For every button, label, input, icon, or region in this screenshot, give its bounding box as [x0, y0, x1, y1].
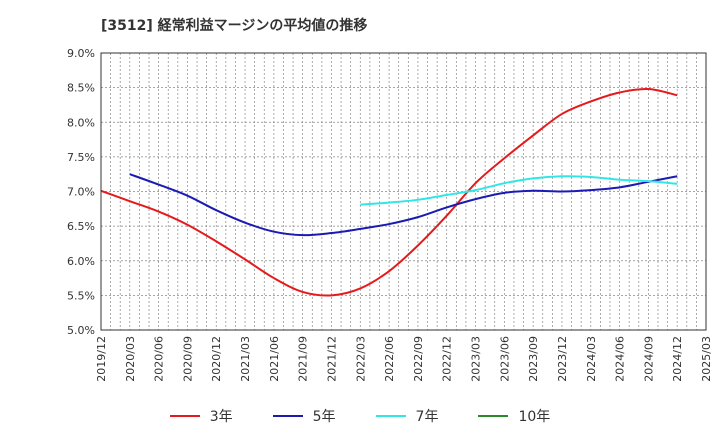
x-tick-label: 2021/03	[239, 336, 252, 382]
x-tick-label: 2022/12	[441, 336, 454, 382]
y-tick-label: 9.0%	[67, 47, 95, 60]
x-tick-label: 2020/03	[124, 336, 137, 382]
y-tick-label: 6.5%	[67, 220, 95, 233]
x-tick-label: 2020/06	[153, 336, 166, 382]
x-tick-label: 2022/03	[354, 336, 367, 382]
x-tick-label: 2020/09	[181, 336, 194, 382]
legend-label: 5年	[312, 409, 336, 425]
legend-swatch	[272, 415, 303, 417]
y-tick-label: 6.0%	[67, 255, 95, 268]
legend: 3年 5年 7年 10年	[0, 404, 720, 428]
y-tick-label: 5.5%	[67, 289, 95, 302]
y-tick-label: 8.0%	[67, 116, 95, 129]
x-tick-label: 2022/09	[412, 336, 425, 382]
series-line-3	[360, 175, 678, 206]
legend-item-4: 10年	[478, 406, 550, 426]
y-tick-label: 8.5%	[67, 82, 95, 95]
legend-item-3: 7年	[375, 406, 439, 426]
legend-swatch	[169, 415, 200, 417]
legend-label: 3年	[209, 409, 233, 425]
x-tick-label: 2024/09	[642, 336, 655, 382]
x-tick-label: 2021/06	[268, 336, 281, 382]
plot-area-background	[101, 53, 706, 330]
x-tick-label: 2023/06	[498, 336, 511, 382]
x-tick-label: 2023/03	[470, 336, 483, 382]
legend-label: 7年	[415, 409, 439, 425]
chart-title: [3512] 経常利益マージンの平均値の推移	[101, 18, 368, 34]
x-axis-tick-labels: 2019/12 2020/03 2020/06 2020/09 2020/12 2021/…	[95, 336, 713, 382]
plot-area-border	[100, 52, 707, 331]
x-tick-label: 2024/06	[614, 336, 627, 382]
x-tick-label: 2022/06	[383, 336, 396, 382]
y-tick-label: 7.5%	[67, 151, 95, 164]
x-tick-label: 2020/12	[210, 336, 223, 382]
legend-item-1: 3年	[169, 406, 233, 426]
x-tick-label: 2024/12	[671, 336, 684, 382]
x-tick-label: 2023/12	[556, 336, 569, 382]
legend-swatch	[375, 415, 406, 417]
y-tick-label: 5.0%	[67, 324, 95, 337]
series-line-2	[129, 173, 678, 237]
x-tick-label: 2021/09	[297, 336, 310, 382]
line-chart: 5.0% 5.5% 6.0% 6.5% 7.0% 7.5% 8.0% 8.5% 9.0% 201…	[67, 47, 713, 382]
x-tick-label: 2023/09	[527, 336, 540, 382]
y-tick-label: 7.0%	[67, 186, 95, 199]
series-line-1	[100, 87, 678, 297]
x-tick-label: 2021/12	[325, 336, 338, 382]
legend-swatch	[478, 415, 509, 417]
legend-label: 10年	[518, 409, 551, 425]
x-tick-label: 2024/03	[585, 336, 598, 382]
series-lines	[100, 87, 678, 297]
legend-item-2: 5年	[272, 406, 336, 426]
y-axis-tick-labels: 5.0% 5.5% 6.0% 6.5% 7.0% 7.5% 8.0% 8.5% 9.0%	[67, 47, 95, 337]
x-tick-label: 2025/03	[700, 336, 713, 382]
x-tick-label: 2019/12	[95, 336, 108, 382]
